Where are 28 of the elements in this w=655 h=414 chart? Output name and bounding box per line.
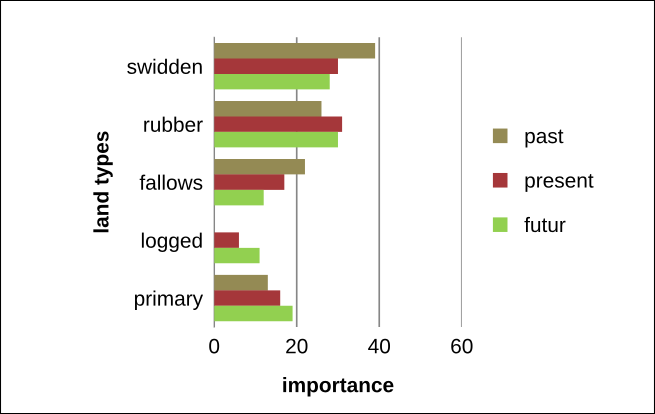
y-tick-label: logged [142, 232, 202, 252]
bar [214, 274, 268, 290]
x-axis-title: importance [283, 377, 394, 396]
bar [214, 116, 342, 132]
legend-label: present [526, 174, 594, 192]
x-tick-label: 40 [368, 338, 390, 354]
bar [214, 74, 330, 90]
bar [214, 290, 280, 306]
y-tick-label: rubber [144, 116, 203, 132]
y-tick-label: swidden [127, 58, 202, 74]
legend-label: futur [524, 216, 566, 232]
y-tick-label: primary [134, 290, 204, 310]
bar [214, 132, 338, 148]
x-tick-label: 20 [286, 338, 308, 354]
bar [214, 306, 293, 322]
y-tick-label: fallows [140, 174, 202, 190]
x-tick-label: 0 [209, 338, 220, 354]
x-tick-label: 60 [451, 338, 473, 354]
bar [214, 190, 264, 206]
bar [214, 58, 338, 74]
bar [214, 158, 305, 174]
bar [214, 248, 260, 264]
y-axis-title: land types [93, 131, 113, 232]
bar [214, 101, 322, 116]
legend-label: past [526, 130, 564, 148]
bar [214, 43, 376, 59]
bar [214, 174, 284, 190]
bar [214, 232, 239, 248]
